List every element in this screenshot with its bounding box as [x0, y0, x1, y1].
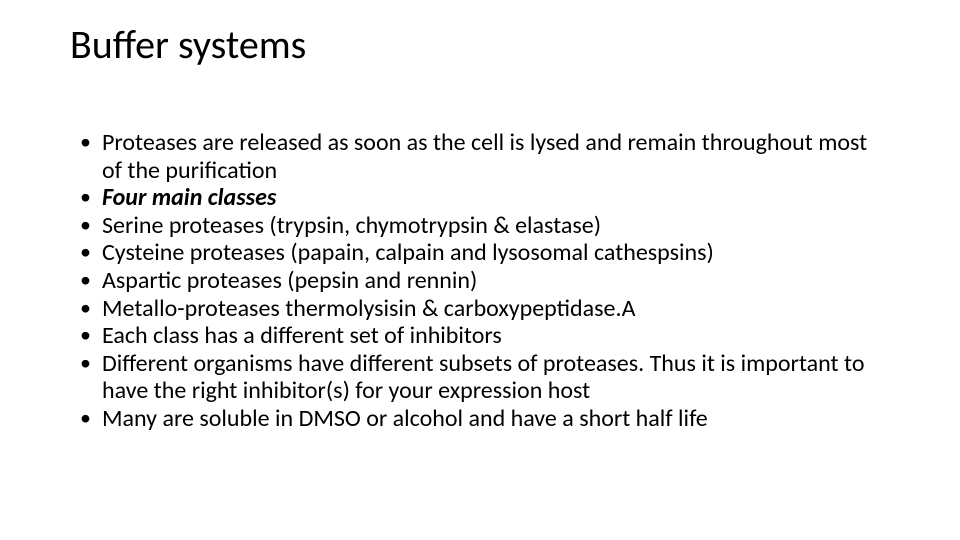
bullet-list: Proteases are released as soon as the ce… — [70, 129, 890, 433]
list-item: Different organisms have different subse… — [70, 350, 890, 405]
bullet-text: Different organisms have different subse… — [102, 349, 864, 406]
list-item: Four main classes — [70, 184, 890, 212]
list-item: Metallo-proteases thermolysisin & carbox… — [70, 295, 890, 323]
bullet-text: Metallo-proteases thermolysisin & carbox… — [102, 294, 636, 323]
bullet-text: Many are soluble in DMSO or alcohol and … — [102, 404, 708, 433]
list-item: Serine proteases (trypsin, chymotrypsin … — [70, 212, 890, 240]
bullet-text: Proteases are released as soon as the ce… — [102, 128, 867, 185]
slide-title: Buffer systems — [70, 20, 890, 69]
bullet-text: Four main classes — [102, 183, 276, 212]
list-item: Each class has a different set of inhibi… — [70, 322, 890, 350]
bullet-text: Each class has a different set of inhibi… — [102, 321, 502, 350]
list-item: Many are soluble in DMSO or alcohol and … — [70, 405, 890, 433]
bullet-text: Aspartic proteases (pepsin and rennin) — [102, 266, 477, 295]
list-item: Aspartic proteases (pepsin and rennin) — [70, 267, 890, 295]
bullet-text: Serine proteases (trypsin, chymotrypsin … — [102, 211, 601, 240]
list-item: Cysteine proteases (papain, calpain and … — [70, 239, 890, 267]
list-item: Proteases are released as soon as the ce… — [70, 129, 890, 184]
slide: Buffer systems Proteases are released as… — [0, 0, 960, 540]
bullet-text: Cysteine proteases (papain, calpain and … — [102, 238, 714, 267]
